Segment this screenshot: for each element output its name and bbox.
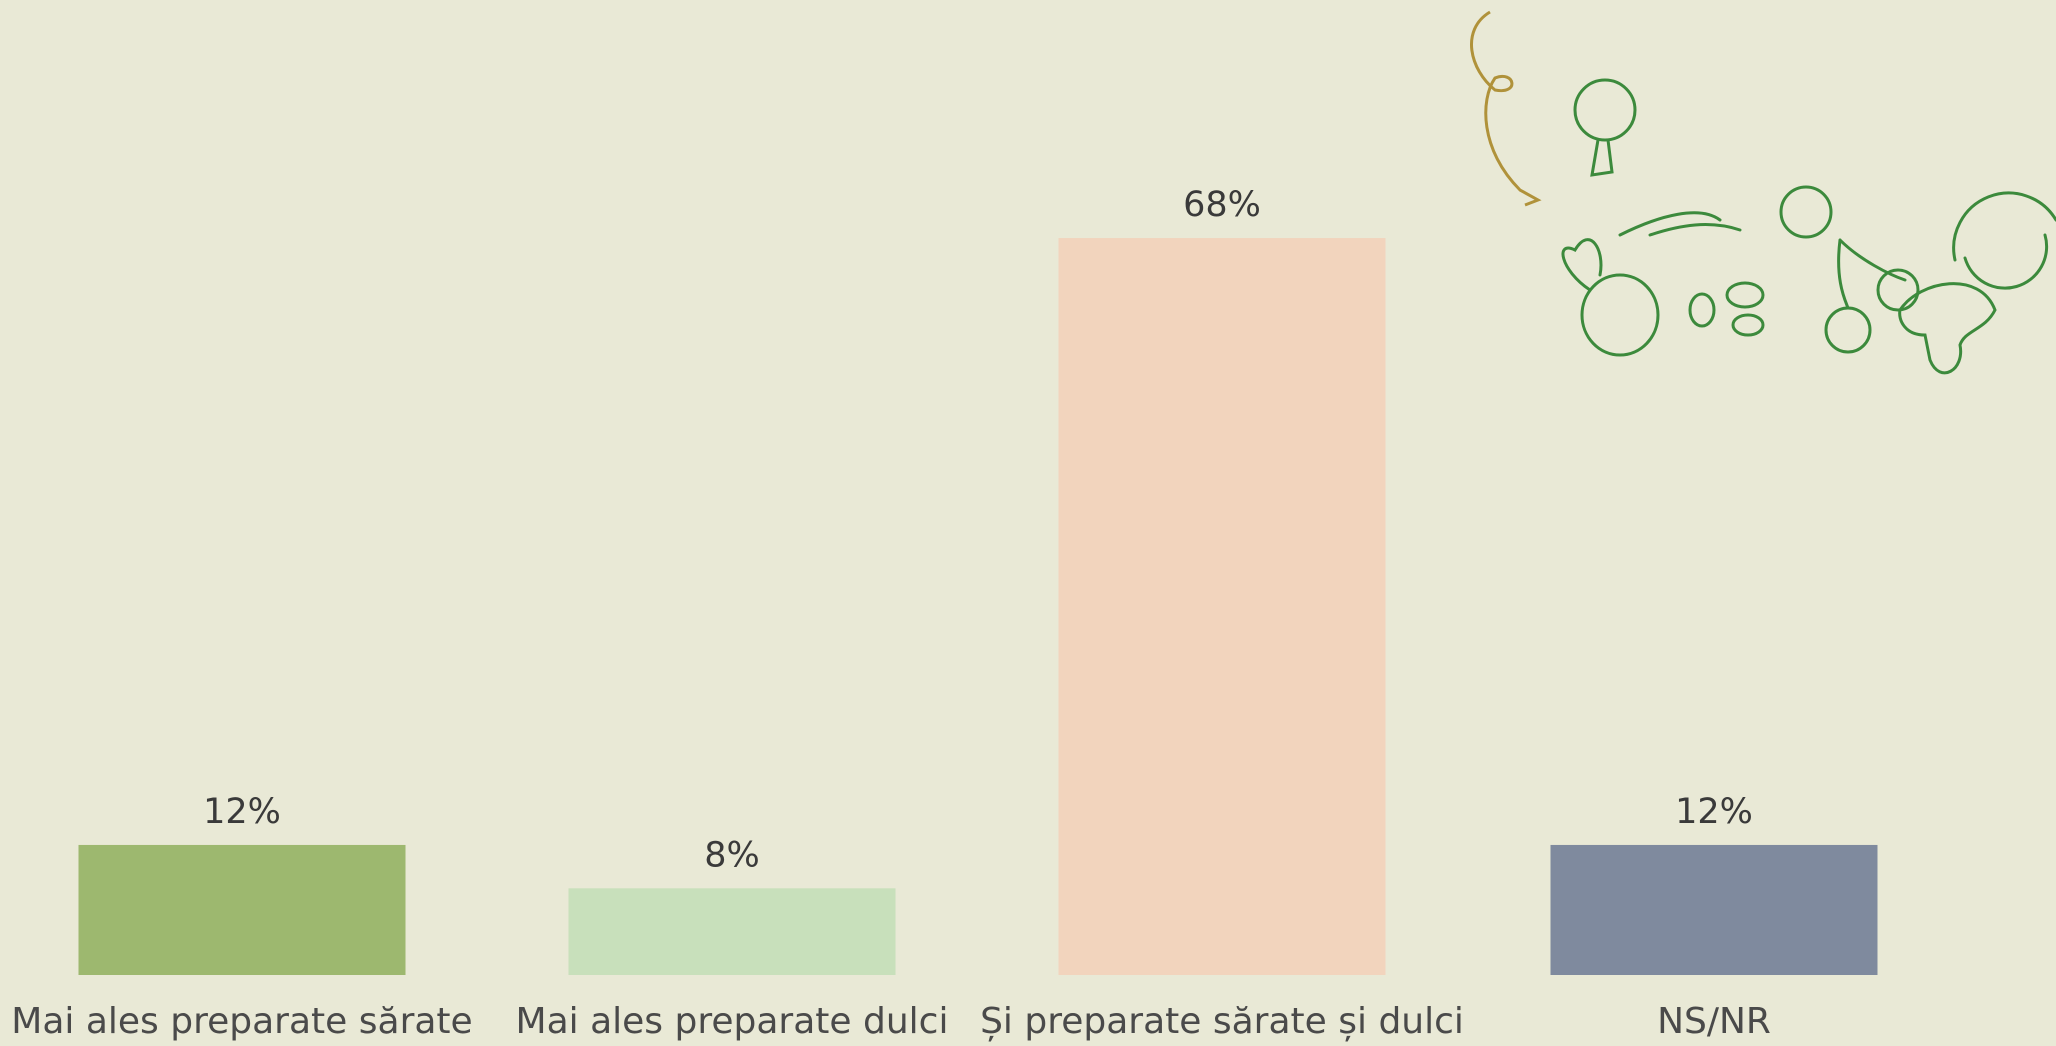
bar [78, 844, 406, 975]
value-label: 12% [1675, 792, 1753, 832]
x-tick-label: Mai ales preparate sărate [11, 1001, 472, 1042]
x-tick-label: Și preparate sărate și dulci [980, 1001, 1464, 1042]
value-label: 12% [203, 792, 281, 832]
x-tick-label: Mai ales preparate dulci [516, 1001, 949, 1042]
value-label: 8% [704, 835, 760, 875]
decoration [1470, 10, 2056, 375]
bar [568, 888, 896, 975]
bar [1058, 238, 1386, 975]
value-label: 68% [1183, 185, 1261, 225]
bar [1550, 844, 1878, 975]
x-tick-label: NS/NR [1657, 1001, 1771, 1042]
